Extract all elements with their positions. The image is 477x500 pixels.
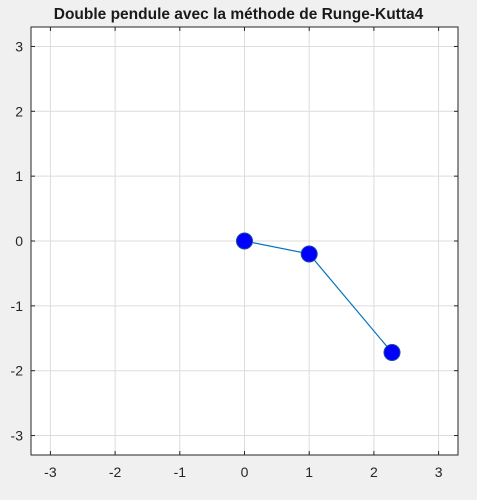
x-tick-label: -3 [44, 464, 57, 480]
x-tick-label: 3 [435, 464, 443, 480]
tick-marks [31, 27, 458, 455]
x-tick-label: 1 [305, 464, 313, 480]
y-tick-label: -3 [11, 428, 24, 444]
plot-border [30, 26, 459, 456]
y-axis-tick-labels: -3 -2 -1 0 1 2 3 [11, 38, 24, 443]
grid [31, 27, 458, 455]
y-tick-label: -2 [11, 363, 24, 379]
y-tick-label: 1 [15, 168, 23, 184]
y-tick-label: -1 [11, 298, 24, 314]
y-tick-label: 2 [15, 103, 23, 119]
pendulum-point-marker [383, 344, 401, 362]
x-tick-label: 2 [370, 464, 378, 480]
chart-title: Double pendule avec la méthode de Runge-… [54, 6, 424, 23]
x-tick-label: -2 [109, 464, 122, 480]
x-axis-tick-labels: -3 -2 -1 0 1 2 3 [44, 464, 443, 480]
pendulum-series [236, 232, 401, 362]
pendulum-point-marker [300, 245, 318, 263]
y-tick-label: 0 [15, 233, 23, 249]
x-tick-label: 0 [241, 464, 249, 480]
x-tick-label: -1 [174, 464, 187, 480]
y-tick-label: 3 [15, 38, 23, 54]
pendulum-point-marker [236, 232, 253, 250]
